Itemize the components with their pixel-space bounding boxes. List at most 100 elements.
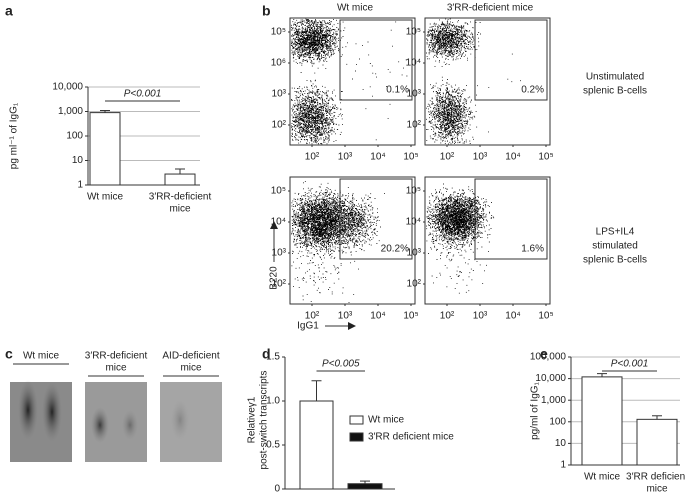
blot-band <box>42 382 62 442</box>
y-tick-label: 0 <box>274 484 280 495</box>
x-tick-label: 10² <box>440 311 455 322</box>
arrow-head <box>348 322 356 330</box>
x-tick-label: 10³ <box>338 152 353 163</box>
x-tick-label: 10⁵ <box>538 152 553 163</box>
lane-label: AID-deficient <box>162 351 219 362</box>
column-title: Wt mice <box>337 3 374 14</box>
x-tick-label: mice <box>646 484 668 495</box>
x-tick-label: 10⁴ <box>505 152 520 163</box>
x-tick-label: 10² <box>305 152 320 163</box>
plot-frame <box>424 176 551 305</box>
gate <box>339 19 413 101</box>
y-tick-label: 10⁵ <box>406 186 421 197</box>
bar <box>89 112 121 186</box>
x-tick-label: 10⁴ <box>370 311 385 322</box>
y-tick-label: 10⁵ <box>271 27 286 38</box>
x-tick-label: 10⁵ <box>403 311 418 322</box>
gate-percent: 20.2% <box>381 244 409 255</box>
gate-percent: 0.2% <box>521 85 544 96</box>
y-axis-label: Relativeγ1 <box>247 396 258 443</box>
y-tick-label: 10² <box>407 279 422 290</box>
dot-cloud <box>426 183 495 294</box>
y-axis-label: B220 <box>269 266 280 290</box>
plot-frame <box>289 176 416 305</box>
y-tick-label: 10³ <box>272 248 287 259</box>
gate <box>474 178 548 260</box>
gate-percent: 0.1% <box>386 85 409 96</box>
x-tick-label: 10⁵ <box>403 152 418 163</box>
dot-cloud <box>426 18 521 145</box>
legend-swatch <box>349 415 364 425</box>
y-tick-label: 10⁴ <box>406 58 421 69</box>
bar <box>636 418 678 466</box>
y-tick-label: 100,000 <box>530 352 567 363</box>
x-tick-label: 10⁴ <box>505 311 520 322</box>
y-tick-label: 1 <box>560 460 566 471</box>
y-tick-label: 10² <box>272 279 287 290</box>
blot-band <box>171 400 189 440</box>
x-tick-label: Wt mice <box>87 192 124 203</box>
y-tick-label: 10³ <box>272 89 287 100</box>
y-tick-label: 10² <box>272 120 287 131</box>
lane-label: 3′RR-deficient <box>85 351 148 362</box>
dot-cloud <box>291 18 408 145</box>
x-tick-label: 10⁴ <box>370 152 385 163</box>
lane-label: mice <box>180 363 202 374</box>
annotation: P<0.001 <box>611 359 649 370</box>
plot-frame <box>424 17 551 146</box>
y-tick-label: 0.5 <box>266 440 280 451</box>
gate <box>474 19 548 101</box>
panel-letter: d <box>262 346 271 362</box>
y-tick-label: 10⁵ <box>271 186 286 197</box>
blot-band <box>91 407 109 443</box>
x-tick-label: 10³ <box>473 152 488 163</box>
gate <box>339 178 413 260</box>
row-title: LPS+IL4 <box>596 227 635 238</box>
x-tick-label: 3′RR-deficient <box>149 192 212 203</box>
blot-lane <box>160 382 222 462</box>
y-tick-label: 1,000 <box>58 106 83 117</box>
panel-letter: e <box>540 346 548 362</box>
legend-swatch <box>349 432 364 442</box>
bar <box>164 173 196 186</box>
blot-band <box>122 410 138 440</box>
lane-label: mice <box>105 363 127 374</box>
x-tick-label: 10² <box>305 311 320 322</box>
x-axis-label: IgG1 <box>297 321 319 332</box>
y-tick-label: 10⁴ <box>406 217 421 228</box>
plot-frame <box>289 17 416 146</box>
row-title: stimulated <box>592 241 638 252</box>
x-tick-label: 10⁵ <box>538 311 553 322</box>
y-tick-label: 10² <box>407 120 422 131</box>
y-tick-label: 1.5 <box>266 352 280 363</box>
y-tick-label: 100 <box>549 416 566 427</box>
y-axis-label: pg/ml of IgG₁ <box>530 381 541 439</box>
y-tick-label: 10³ <box>407 248 422 259</box>
blot-band <box>18 380 38 440</box>
annotation: P<0.005 <box>322 359 360 370</box>
row-title: Unstimulated <box>586 72 644 83</box>
x-tick-label: 3′RR deficient <box>626 472 685 483</box>
y-tick-label: 10 <box>555 438 567 449</box>
y-tick-label: 10⁵ <box>406 27 421 38</box>
bar <box>581 376 623 466</box>
panel-letter: c <box>5 346 13 362</box>
y-tick-label: 1.0 <box>266 396 280 407</box>
bar <box>347 483 383 490</box>
legend-label: 3′RR deficient mice <box>368 432 454 443</box>
x-tick-label: 10³ <box>338 311 353 322</box>
x-tick-label: mice <box>169 204 191 215</box>
lane-label: Wt mice <box>23 351 60 362</box>
gate-percent: 1.6% <box>521 244 544 255</box>
y-tick-label: 10,000 <box>535 373 566 384</box>
y-tick-label: 10⁶ <box>271 58 286 69</box>
y-tick-label: 10⁴ <box>271 217 286 228</box>
panel-letter: a <box>5 3 13 19</box>
row-title: splenic B-cells <box>583 86 647 97</box>
dot-cloud <box>291 181 385 304</box>
y-tick-label: 10,000 <box>52 82 83 93</box>
row-title: splenic B-cells <box>583 255 647 266</box>
legend-label: Wt mice <box>368 415 405 426</box>
bar <box>299 400 334 490</box>
